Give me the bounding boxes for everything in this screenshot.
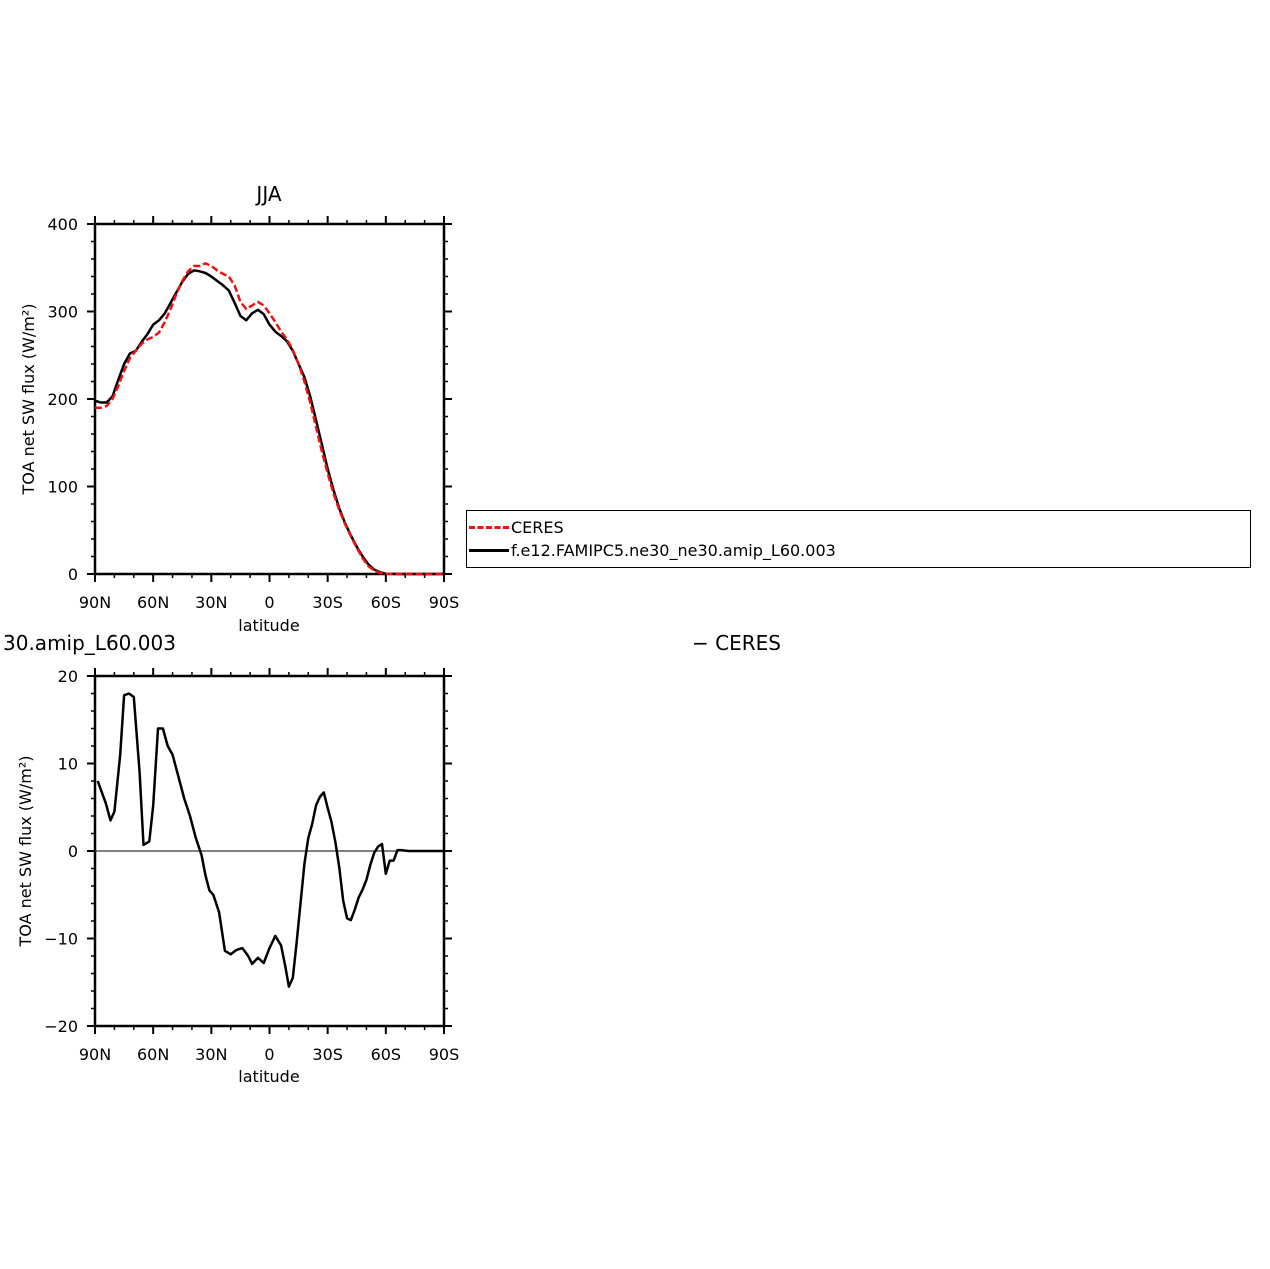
x-tick-label: 90N [79,1045,111,1064]
series-line-ceres [95,262,444,576]
plot-frame [93,222,446,576]
axis-ticks [87,668,452,1034]
series-line-model [96,692,444,988]
legend-swatch-dashed-red [469,525,509,529]
y-tick-label: 200 [47,390,78,409]
y-tick-labels: −20 −10 0 10 20 [44,667,78,1036]
y-tick-label: 0 [68,565,78,584]
y-tick-label: 0 [68,842,78,861]
x-tick-label: 60S [371,593,402,612]
y-tick-labels: 0 100 200 300 400 [47,215,78,584]
y-axis-label: TOA net SW flux (W/m²) [16,756,35,948]
series-group [96,692,444,988]
chart-title: JJA [254,182,281,206]
y-tick-label: 300 [47,303,78,322]
x-tick-label: 30N [195,1045,227,1064]
bottom-chart-title-right: − CERES [692,631,781,655]
x-tick-label: 30N [195,593,227,612]
axis-ticks [87,216,452,582]
y-tick-label: 10 [58,755,78,774]
y-tick-label: 400 [47,215,78,234]
x-tick-label: 0 [264,1045,274,1064]
x-tick-label: 30S [312,593,343,612]
x-tick-label: 30S [312,1045,343,1064]
series-line-model [94,269,444,576]
x-tick-label: 60S [371,1045,402,1064]
panel-top: JJA 90N 60N 30N 0 30S 60S 90S 0 100 200 300 400 la… [19,182,459,635]
y-tick-label: 20 [58,667,78,686]
legend-label: CERES [511,517,564,537]
x-axis-label: latitude [238,616,299,635]
x-tick-label: 60N [137,593,169,612]
y-tick-label: 100 [47,478,78,497]
x-tick-labels: 90N 60N 30N 0 30S 60S 90S [79,593,459,612]
x-axis-label: latitude [238,1067,299,1086]
bottom-chart-title: 30.amip_L60.003 [3,631,176,655]
legend: CERES f.e12.FAMIPC5.ne30_ne30.amip_L60.0… [466,510,1251,568]
series-group [94,262,444,576]
y-tick-label: −10 [44,930,78,949]
x-tick-label: 90N [79,593,111,612]
y-tick-label: −20 [44,1017,78,1036]
panel-bottom: 90N 60N 30N 0 30S 60S 90S −20 −10 0 10 20 latitude… [16,667,459,1086]
x-tick-label: 60N [137,1045,169,1064]
legend-swatch-solid-black [469,548,509,552]
x-tick-label: 0 [264,593,274,612]
x-tick-labels: 90N 60N 30N 0 30S 60S 90S [79,1045,459,1064]
x-tick-label: 90S [429,1045,460,1064]
legend-label: f.e12.FAMIPC5.ne30_ne30.amip_L60.003 [511,540,836,560]
legend-entry-model: f.e12.FAMIPC5.ne30_ne30.amip_L60.003 [467,539,836,561]
x-tick-label: 90S [429,593,460,612]
legend-entry-ceres: CERES [467,516,564,538]
y-axis-label: TOA net SW flux (W/m²) [19,304,38,496]
